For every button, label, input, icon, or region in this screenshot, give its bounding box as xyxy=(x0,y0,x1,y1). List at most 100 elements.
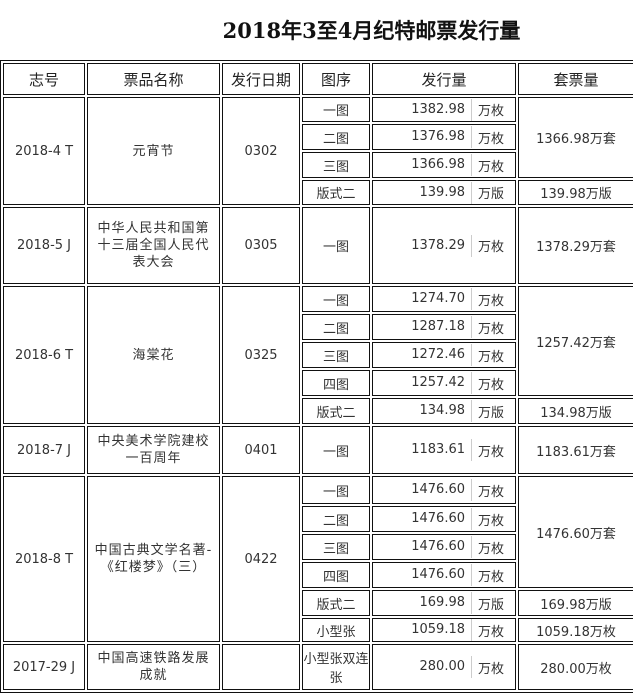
quantity-unit: 万枚 xyxy=(478,349,505,365)
sheet-sequence: 四图 xyxy=(302,562,370,588)
quantity-value: 1476.60 xyxy=(373,564,472,586)
quantity-value: 1272.46 xyxy=(373,344,472,366)
quantity-value: 1376.98 xyxy=(373,126,472,148)
page-title: 2018年3至4月纪特邮票发行量 xyxy=(222,18,521,43)
table-row: 小型张 1059.18 万枚 1059.18万枚 xyxy=(3,618,633,642)
sheet-quantity: 134.98 万版 xyxy=(372,398,516,424)
sheet-sequence: 一图 xyxy=(302,97,370,122)
issue-name: 中国高速铁路发展成就 xyxy=(87,644,220,690)
table-row: 四图 1257.42 万枚 xyxy=(3,370,633,396)
sheet-sequence: 一图 xyxy=(302,207,370,284)
set-quantity: 1183.61万套 xyxy=(518,426,633,474)
table-row: 2018-4 T 元宵节 0302 一图 1382.98 万枚 1366.98万套 xyxy=(3,97,633,205)
quantity-value: 1476.60 xyxy=(373,479,472,501)
header-name: 票品名称 xyxy=(87,63,220,95)
sheet-sequence: 一图 xyxy=(302,286,370,312)
quantity-unit: 万枚 xyxy=(478,569,505,585)
sheet-sequence: 二图 xyxy=(302,314,370,340)
issue-code: 2018-4 T xyxy=(3,97,85,205)
sheet-quantity: 1382.98 万枚 xyxy=(372,97,516,122)
issue-name: 海棠花 xyxy=(87,286,220,424)
sheet-sequence: 版式二 xyxy=(302,180,370,205)
stamp-issuance-table: 志号 票品名称 发行日期 图序 发行量 套票量 2018-4 T 元宵节 0302 一图 1382… xyxy=(0,60,633,693)
header-code: 志号 xyxy=(3,63,85,95)
issue-code: 2018-5 J xyxy=(3,207,85,284)
table-row: 版式二 134.98 万版 134.98万版 xyxy=(3,398,633,424)
sheet-quantity: 1274.70 万枚 xyxy=(372,286,516,312)
sheet-sequence: 二图 xyxy=(302,506,370,532)
set-quantity: 134.98万版 xyxy=(518,398,633,424)
quantity-unit: 万枚 xyxy=(478,131,505,147)
quantity-value: 1378.29 xyxy=(373,234,472,257)
quantity-value: 1274.70 xyxy=(373,288,472,310)
sheet-sequence: 版式二 xyxy=(302,590,370,616)
table-row: 2018-5 J 中华人民共和国第十三届全国人民代表大会 0305 一图 1378.29… xyxy=(3,207,633,284)
sheet-quantity: 1378.29 万枚 xyxy=(372,207,516,284)
quantity-value: 1257.42 xyxy=(373,372,472,394)
sheet-sequence: 一图 xyxy=(302,426,370,474)
issue-code: 2018-6 T xyxy=(3,286,85,424)
set-quantity: 139.98万版 xyxy=(518,180,633,205)
sheet-quantity: 169.98 万版 xyxy=(372,590,516,616)
issue-date: 0302 xyxy=(222,97,300,205)
table-row: 2017-29 J 中国高速铁路发展成就 小型张双连张 280.00 万枚 280.00万… xyxy=(3,644,633,690)
sheet-quantity: 1476.60 万枚 xyxy=(372,506,516,532)
quantity-value: 280.00 xyxy=(373,656,472,678)
sheet-sequence: 三图 xyxy=(302,342,370,368)
table-row: 2018-7 J 中央美术学院建校一百周年 0401 一图 1183.61 万枚 1183.… xyxy=(3,426,633,474)
table-row: 三图 1476.60 万枚 xyxy=(3,534,633,560)
quantity-value: 1287.18 xyxy=(373,316,472,338)
set-quantity: 1059.18万枚 xyxy=(518,618,633,642)
quantity-value: 1476.60 xyxy=(373,536,472,558)
sheet-sequence: 四图 xyxy=(302,370,370,396)
sheet-sequence: 版式二 xyxy=(302,398,370,424)
sheet-sequence: 一图 xyxy=(302,476,370,504)
quantity-value: 1476.60 xyxy=(373,508,472,530)
quantity-value: 134.98 xyxy=(373,400,472,422)
sheet-quantity: 1257.42 万枚 xyxy=(372,370,516,396)
table-row: 2018-8 T 中国古典文学名著-《红楼梦》（三） 0422 一图 1476.60 万枚… xyxy=(3,476,633,642)
header-date: 发行日期 xyxy=(222,63,300,95)
issue-date: 0325 xyxy=(222,286,300,424)
header-set-quantity: 套票量 xyxy=(518,63,633,95)
sheet-quantity: 1183.61 万枚 xyxy=(372,426,516,474)
quantity-value: 1382.98 xyxy=(373,98,472,121)
issue-code: 2018-8 T xyxy=(3,476,85,642)
sheet-sequence: 小型张双连张 xyxy=(302,644,370,690)
sheet-quantity: 1376.98 万枚 xyxy=(372,124,516,150)
sheet-quantity: 1476.60 万枚 xyxy=(372,476,516,504)
issue-date xyxy=(222,644,300,690)
table-row: 版式二 169.98 万版 169.98万版 xyxy=(3,590,633,616)
set-quantity: 1378.29万套 xyxy=(518,207,633,284)
sheet-quantity: 1366.98 万枚 xyxy=(372,152,516,178)
issue-name: 中央美术学院建校一百周年 xyxy=(87,426,220,474)
header-sequence: 图序 xyxy=(302,63,370,95)
table-row: 四图 1476.60 万枚 xyxy=(3,562,633,588)
quantity-unit: 万版 xyxy=(478,405,505,421)
issue-name: 中华人民共和国第十三届全国人民代表大会 xyxy=(87,207,220,284)
quantity-unit: 万枚 xyxy=(478,513,505,529)
table-row: 三图 1366.98 万枚 xyxy=(3,152,633,178)
set-quantity: 280.00万枚 xyxy=(518,644,633,690)
sheet-sequence: 三图 xyxy=(302,152,370,178)
quantity-unit: 万枚 xyxy=(478,624,505,640)
set-quantity: 169.98万版 xyxy=(518,590,633,616)
quantity-value: 1059.18 xyxy=(373,619,472,641)
issue-name: 中国古典文学名著-《红楼梦》（三） xyxy=(87,476,220,642)
quantity-unit: 万枚 xyxy=(478,104,505,119)
table-row: 2018-6 T 海棠花 0325 一图 1274.70 万枚 1257.42万套 xyxy=(3,286,633,424)
quantity-value: 139.98 xyxy=(373,181,472,204)
sheet-quantity: 1476.60 万枚 xyxy=(372,534,516,560)
issue-name: 元宵节 xyxy=(87,97,220,205)
quantity-unit: 万版 xyxy=(478,187,505,202)
quantity-unit: 万枚 xyxy=(478,661,505,677)
sheet-sequence: 三图 xyxy=(302,534,370,560)
quantity-unit: 万枚 xyxy=(478,159,505,175)
set-quantity: 1476.60万套 xyxy=(518,476,633,588)
issue-date: 0401 xyxy=(222,426,300,474)
sheet-quantity: 1476.60 万枚 xyxy=(372,562,516,588)
quantity-unit: 万枚 xyxy=(478,293,505,309)
sheet-sequence: 二图 xyxy=(302,124,370,150)
issue-date: 0305 xyxy=(222,207,300,284)
quantity-unit: 万枚 xyxy=(478,484,505,500)
